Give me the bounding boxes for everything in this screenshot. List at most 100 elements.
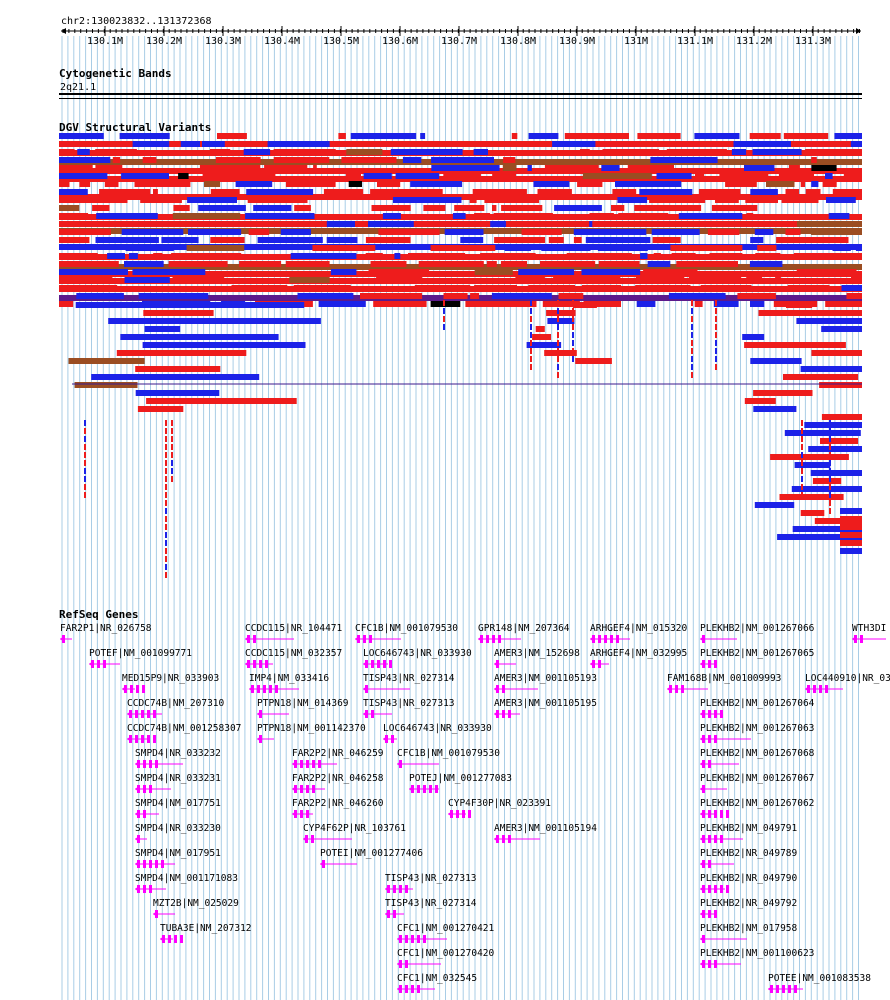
structural-variant[interactable] [76,293,124,299]
structural-variant[interactable] [670,245,743,251]
structural-variant[interactable] [59,237,90,243]
structural-variant[interactable] [528,285,575,291]
structural-variant[interactable] [582,173,652,179]
structural-variant[interactable] [124,261,164,267]
structural-variant[interactable] [171,253,242,259]
structural-variant[interactable] [84,428,86,434]
structural-variant[interactable] [138,293,209,299]
structural-variant[interactable] [341,157,397,163]
structural-variant[interactable] [165,436,167,442]
refseq-gene[interactable]: PLEKHB2|NR_049789 [700,848,798,868]
structural-variant[interactable] [165,460,167,466]
structural-variant[interactable] [637,133,681,139]
structural-variant[interactable] [650,157,718,163]
structural-variant[interactable] [742,334,765,340]
structural-variant[interactable] [501,205,543,211]
structural-variant[interactable] [691,340,693,346]
refseq-gene[interactable]: PLEKHB2|NM_017958 [700,923,798,943]
structural-variant[interactable] [840,548,862,554]
structural-variant[interactable] [829,420,831,426]
structural-variant[interactable] [452,213,466,219]
refseq-gene[interactable]: POTEE|NM_001083538 [768,973,871,993]
structural-variant[interactable] [430,245,496,251]
structural-variant[interactable] [289,277,330,283]
structural-variant[interactable] [373,301,427,307]
structural-variant[interactable] [811,157,817,163]
structural-variant[interactable] [557,348,559,354]
structural-variant[interactable] [180,141,200,147]
structural-variant[interactable] [165,524,167,530]
structural-variant[interactable] [711,205,758,211]
structural-variant[interactable] [548,237,564,243]
structural-variant[interactable] [165,532,167,538]
structural-variant[interactable] [248,221,315,227]
structural-variant[interactable] [557,356,559,362]
structural-variant[interactable] [285,261,330,267]
structural-variant[interactable] [826,197,856,203]
structural-variant[interactable] [840,516,862,522]
structural-variant[interactable] [59,149,75,155]
structural-variant[interactable] [59,277,113,283]
refseq-gene[interactable]: SMPD4|NR_033231 [135,773,221,793]
structural-variant[interactable] [715,340,717,346]
refseq-gene[interactable]: PLEKHB2|NR_049790 [700,873,798,893]
structural-variant[interactable] [691,372,693,378]
structural-variant[interactable] [59,229,111,235]
structural-variant[interactable] [491,293,552,299]
structural-variant[interactable] [365,253,383,259]
structural-variant[interactable] [777,534,862,540]
structural-variant[interactable] [805,149,862,155]
structural-variant[interactable] [502,165,517,171]
structural-variant[interactable] [165,540,167,546]
structural-variant[interactable] [368,221,414,227]
refseq-gene[interactable]: TISP43|NR_027314 [385,898,477,918]
structural-variant[interactable] [247,197,308,203]
structural-variant[interactable] [418,261,484,267]
structural-variant[interactable] [118,221,160,227]
structural-variant[interactable] [691,324,693,330]
structural-variant[interactable] [691,300,693,306]
structural-variant[interactable] [607,141,679,147]
structural-variant[interactable] [611,205,625,211]
structural-variant[interactable] [431,165,500,171]
refseq-gene[interactable]: TISP43|NR_027314 [363,673,455,693]
structural-variant[interactable] [572,340,574,346]
structural-variant[interactable] [370,261,407,267]
structural-variant[interactable] [280,229,311,235]
structural-variant[interactable] [635,277,685,283]
structural-variant[interactable] [119,133,170,139]
structural-variant[interactable] [530,316,532,322]
structural-variant[interactable] [330,269,357,275]
structural-variant[interactable] [573,229,647,235]
structural-variant[interactable] [557,340,559,346]
structural-variant[interactable] [572,308,574,314]
refseq-gene[interactable]: AMER3|NM_152698 [494,648,580,668]
structural-variant[interactable] [796,269,857,275]
refseq-gene[interactable]: FAR2P2|NR_046259 [292,748,384,768]
structural-variant[interactable] [572,332,574,338]
structural-variant[interactable] [589,221,593,227]
structural-variant[interactable] [186,245,245,251]
refseq-gene[interactable]: CFC1B|NM_001079530 [397,748,500,768]
structural-variant[interactable] [84,484,86,490]
refseq-gene[interactable]: PLEKHB2|NR_049792 [700,898,797,918]
structural-variant[interactable] [377,181,401,187]
structural-variant[interactable] [171,476,173,482]
structural-variant[interactable] [59,301,74,307]
structural-variant[interactable] [132,269,206,275]
structural-variant[interactable] [414,285,471,291]
refseq-gene[interactable]: PLEKHB2|NM_001267066 [700,623,815,643]
structural-variant[interactable] [511,133,518,139]
structural-variant[interactable] [801,460,803,466]
structural-variant[interactable] [473,149,488,155]
structural-variant[interactable] [285,181,336,187]
structural-variant[interactable] [801,428,803,434]
refseq-gene[interactable]: ARHGEF4|NM_032995 [590,648,687,668]
structural-variant[interactable] [828,213,850,219]
structural-variant[interactable] [744,398,776,404]
structural-variant[interactable] [443,173,481,179]
structural-variant[interactable] [363,173,392,179]
structural-variant[interactable] [165,572,167,578]
structural-variant[interactable] [691,364,693,370]
structural-variant[interactable] [580,149,590,155]
